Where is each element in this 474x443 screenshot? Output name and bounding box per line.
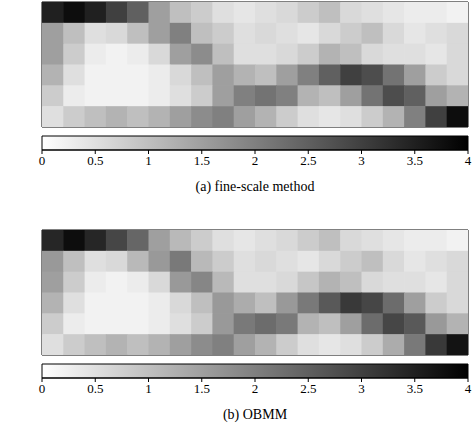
- svg-text:2: 2: [252, 381, 259, 396]
- svg-text:2.5: 2.5: [300, 153, 316, 168]
- html-text:(a) fine-scale method: (a) fine-scale method: [195, 179, 315, 194]
- svg-text:0: 0: [39, 153, 46, 168]
- svg-text:3.5: 3.5: [407, 153, 423, 168]
- svg-text:1: 1: [145, 153, 152, 168]
- svg-text:1.5: 1.5: [194, 381, 210, 396]
- svg-text:3: 3: [358, 153, 365, 168]
- svg-text:4: 4: [465, 153, 472, 168]
- svg-text:1.5: 1.5: [194, 153, 210, 168]
- svg-text:0.5: 0.5: [87, 153, 103, 168]
- svg-text:0: 0: [39, 381, 46, 396]
- svg-text:2.5: 2.5: [300, 381, 316, 396]
- svg-text:3: 3: [358, 381, 365, 396]
- svg-text:1: 1: [145, 381, 152, 396]
- svg-text:2: 2: [252, 153, 259, 168]
- html-text:(b) OBMM: (b) OBMM: [222, 407, 288, 422]
- svg-text:3.5: 3.5: [407, 381, 423, 396]
- svg-text:4: 4: [465, 381, 472, 396]
- svg-text:0.5: 0.5: [87, 381, 103, 396]
